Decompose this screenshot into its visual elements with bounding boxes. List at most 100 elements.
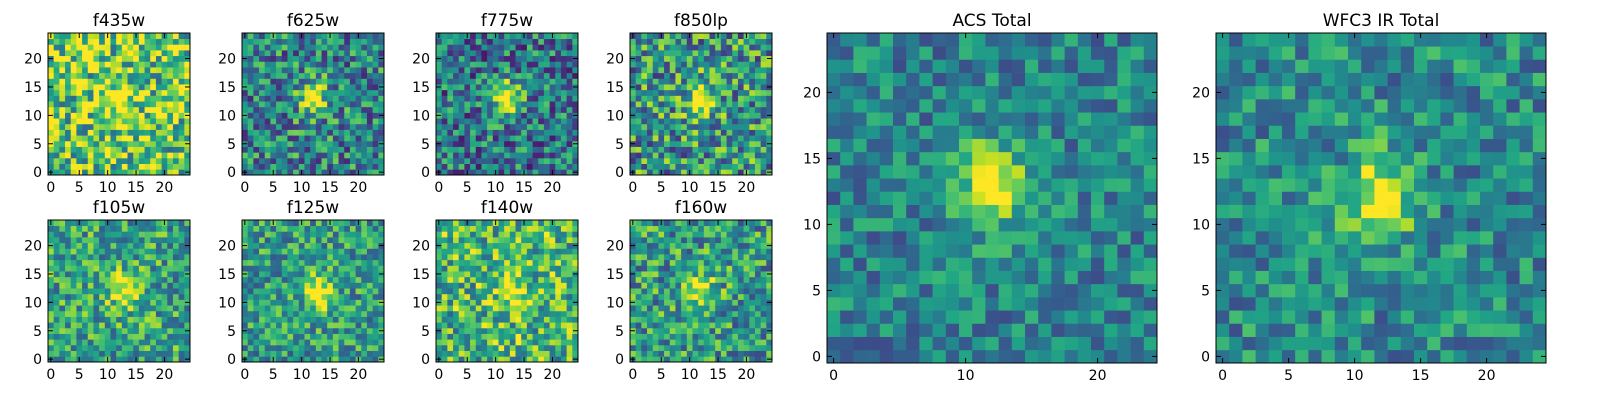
heatmap-cell [322,305,328,311]
heatmap-cell [282,95,288,101]
heatmap-cell [544,356,550,362]
heatmap-cell [647,164,653,170]
heatmap-cell [71,84,77,90]
heatmap-cell [310,231,316,237]
heatmap-cell [184,220,190,226]
heatmap-cell [436,351,442,357]
heatmap-cell [749,61,755,67]
heatmap-cell [93,317,99,323]
heatmap-cell [82,254,88,260]
heatmap-cell [555,317,561,323]
heatmap-cell [173,265,179,271]
heatmap-cell [270,322,276,328]
heatmap-cell [521,39,527,45]
heatmap-cell [173,101,179,107]
heatmap-cell [755,282,761,288]
heatmap-cell [555,226,561,232]
heatmap-cell [248,328,254,334]
heatmap-cell [310,237,316,243]
heatmap-cell [459,265,465,271]
heatmap-cell [636,73,642,79]
heatmap-cell [487,73,493,79]
heatmap-cell [561,44,567,50]
heatmap-cell [476,220,482,226]
heatmap-cell [367,56,373,62]
heatmap-cell [282,243,288,249]
heatmap-cell [538,95,544,101]
heatmap-cell [464,101,470,107]
heatmap-cell [527,118,533,124]
heatmap-cell [173,61,179,67]
heatmap-cell [150,61,156,67]
heatmap-cell [316,107,322,113]
x-tick-label: 15 [515,367,533,383]
heatmap-cell [459,118,465,124]
heatmap-cell [373,322,379,328]
heatmap-cell [636,135,642,141]
heatmap-cell [516,50,522,56]
heatmap-cell [373,107,379,113]
heatmap-cell [287,317,293,323]
heatmap-cell [282,277,288,283]
heatmap-cell [282,44,288,50]
heatmap-cell [139,226,145,232]
heatmap-cell [162,101,168,107]
heatmap-cell [658,44,664,50]
heatmap-cell [145,317,151,323]
heatmap-cell [481,328,487,334]
heatmap-cell [533,61,539,67]
heatmap-cell [498,328,504,334]
heatmap-cell [766,147,772,153]
heatmap-cell [658,78,664,84]
heatmap-cell [71,345,77,351]
heatmap-cell [442,294,448,300]
heatmap-cell [99,56,105,62]
heatmap-cell [658,84,664,90]
heatmap-cell [527,164,533,170]
heatmap-cell [116,237,122,243]
heatmap-cell [721,44,727,50]
heatmap-cell [356,300,362,306]
heatmap-cell [344,158,350,164]
heatmap-cell [367,152,373,158]
heatmap-cell [304,39,310,45]
heatmap-cell [110,282,116,288]
heatmap-cell [173,248,179,254]
heatmap-cell [653,317,659,323]
heatmap-cell [516,164,522,170]
heatmap-cell [71,73,77,79]
heatmap-cell [248,288,254,294]
heatmap-cell [356,288,362,294]
heatmap-cell [561,271,567,277]
heatmap-cell [470,345,476,351]
heatmap-cell [322,113,328,119]
heatmap-cell [88,231,94,237]
heatmap-cell [521,61,527,67]
heatmap-cell [744,147,750,153]
heatmap-cell [636,61,642,67]
heatmap-cell [653,339,659,345]
heatmap-cell [681,50,687,56]
heatmap-cell [71,56,77,62]
heatmap-cell [544,39,550,45]
heatmap-cell [681,345,687,351]
heatmap-cell [322,294,328,300]
heatmap-cell [710,33,716,39]
heatmap-cell [304,243,310,249]
heatmap-cell [293,164,299,170]
heatmap-cell [339,164,345,170]
heatmap-cell [533,248,539,254]
heatmap-cell [378,277,384,283]
heatmap-cell [253,61,259,67]
heatmap-cell [304,237,310,243]
heatmap-cell [276,124,282,130]
heatmap-cell [322,118,328,124]
heatmap-cell [476,351,482,357]
heatmap-cell [162,113,168,119]
heatmap-cell [54,95,60,101]
heatmap-cell [88,113,94,119]
heatmap-cell [447,294,453,300]
heatmap-cell [470,311,476,317]
heatmap-cell [253,311,259,317]
heatmap-cell [270,339,276,345]
